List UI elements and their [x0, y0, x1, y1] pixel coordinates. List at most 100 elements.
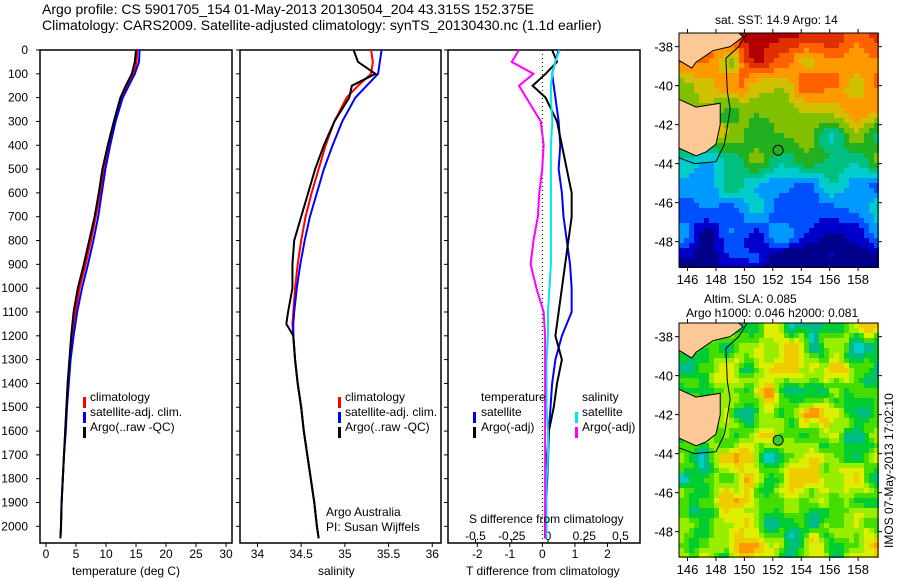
map-cell	[729, 233, 734, 238]
map-cell	[859, 103, 864, 108]
map-cell	[744, 238, 749, 243]
map-cell	[719, 548, 724, 553]
map-cell	[789, 48, 794, 53]
sst-map-title: sat. SST: 14.9 Argo: 14	[715, 13, 838, 27]
map-cell	[764, 73, 769, 78]
map-cell	[714, 98, 719, 103]
map-cell	[799, 258, 804, 263]
map-cell	[769, 198, 774, 203]
map-cell	[689, 383, 694, 388]
map-cell	[869, 253, 874, 258]
map-cell	[869, 423, 874, 428]
map-cell	[764, 113, 769, 118]
map-cell	[859, 153, 864, 158]
map-cell	[684, 483, 689, 488]
map-cell	[804, 413, 809, 418]
map-cell	[749, 198, 754, 203]
map-cell	[684, 518, 689, 523]
map-cell	[804, 83, 809, 88]
map-cell	[834, 388, 839, 393]
map-cell	[784, 238, 789, 243]
lon-tick-label: 152	[762, 272, 784, 287]
map-cell	[759, 403, 764, 408]
map-cell	[864, 538, 869, 543]
map-cell	[819, 183, 824, 188]
title-line-2: Climatology: CARS2009. Satellite-adjuste…	[42, 17, 602, 33]
map-cell	[744, 198, 749, 203]
map-cell	[874, 243, 879, 248]
map-cell	[754, 343, 759, 348]
map-cell	[859, 83, 864, 88]
y-tick-label: 300	[8, 114, 28, 128]
map-cell	[784, 258, 789, 263]
map-cell	[719, 493, 724, 498]
map-cell	[824, 163, 829, 168]
map-cell	[804, 538, 809, 543]
map-cell	[864, 548, 869, 553]
lon-tick-label: 148	[705, 272, 727, 287]
map-cell	[704, 193, 709, 198]
map-cell	[804, 393, 809, 398]
map-cell	[854, 413, 859, 418]
map-cell	[814, 353, 819, 358]
map-cell	[709, 173, 714, 178]
map-cell	[864, 38, 869, 43]
map-cell	[709, 223, 714, 228]
map-cell	[784, 58, 789, 63]
map-cell	[839, 553, 844, 558]
map-cell	[854, 33, 859, 38]
map-cell	[844, 328, 849, 333]
map-cell	[819, 458, 824, 463]
map-cell	[804, 333, 809, 338]
map-cell	[854, 78, 859, 83]
map-cell	[774, 93, 779, 98]
map-cell	[774, 223, 779, 228]
map-cell	[794, 208, 799, 213]
map-cell	[704, 348, 709, 353]
map-cell	[784, 323, 789, 328]
map-cell	[874, 88, 879, 93]
map-cell	[759, 328, 764, 333]
map-cell	[874, 73, 879, 78]
map-cell	[684, 193, 689, 198]
map-cell	[719, 368, 724, 373]
map-cell	[734, 203, 739, 208]
map-cell	[859, 543, 864, 548]
map-cell	[779, 543, 784, 548]
map-cell	[759, 518, 764, 523]
map-cell	[789, 148, 794, 153]
map-cell	[859, 128, 864, 133]
map-cell	[829, 93, 834, 98]
map-cell	[874, 213, 879, 218]
map-cell	[849, 38, 854, 43]
map-cell	[679, 353, 684, 358]
map-cell	[849, 58, 854, 63]
annotation-argo-australia: Argo Australia	[326, 505, 401, 519]
map-cell	[819, 193, 824, 198]
map-cell	[844, 353, 849, 358]
map-cell	[804, 63, 809, 68]
x2-tick-label: -0.5	[465, 529, 486, 543]
map-cell	[854, 243, 859, 248]
map-cell	[744, 203, 749, 208]
map-cell	[814, 553, 819, 558]
map-cell	[779, 343, 784, 348]
map-cell	[854, 353, 859, 358]
map-cell	[729, 78, 734, 83]
map-cell	[779, 518, 784, 523]
map-cell	[809, 428, 814, 433]
map-cell	[699, 203, 704, 208]
map-cell	[864, 98, 869, 103]
map-cell	[769, 393, 774, 398]
map-cell	[829, 178, 834, 183]
map-cell	[764, 358, 769, 363]
map-cell	[714, 368, 719, 373]
map-cell	[864, 328, 869, 333]
map-cell	[704, 83, 709, 88]
map-cell	[689, 508, 694, 513]
map-cell	[739, 63, 744, 68]
map-cell	[864, 223, 869, 228]
map-cell	[764, 538, 769, 543]
map-cell	[804, 548, 809, 553]
map-cell	[764, 453, 769, 458]
